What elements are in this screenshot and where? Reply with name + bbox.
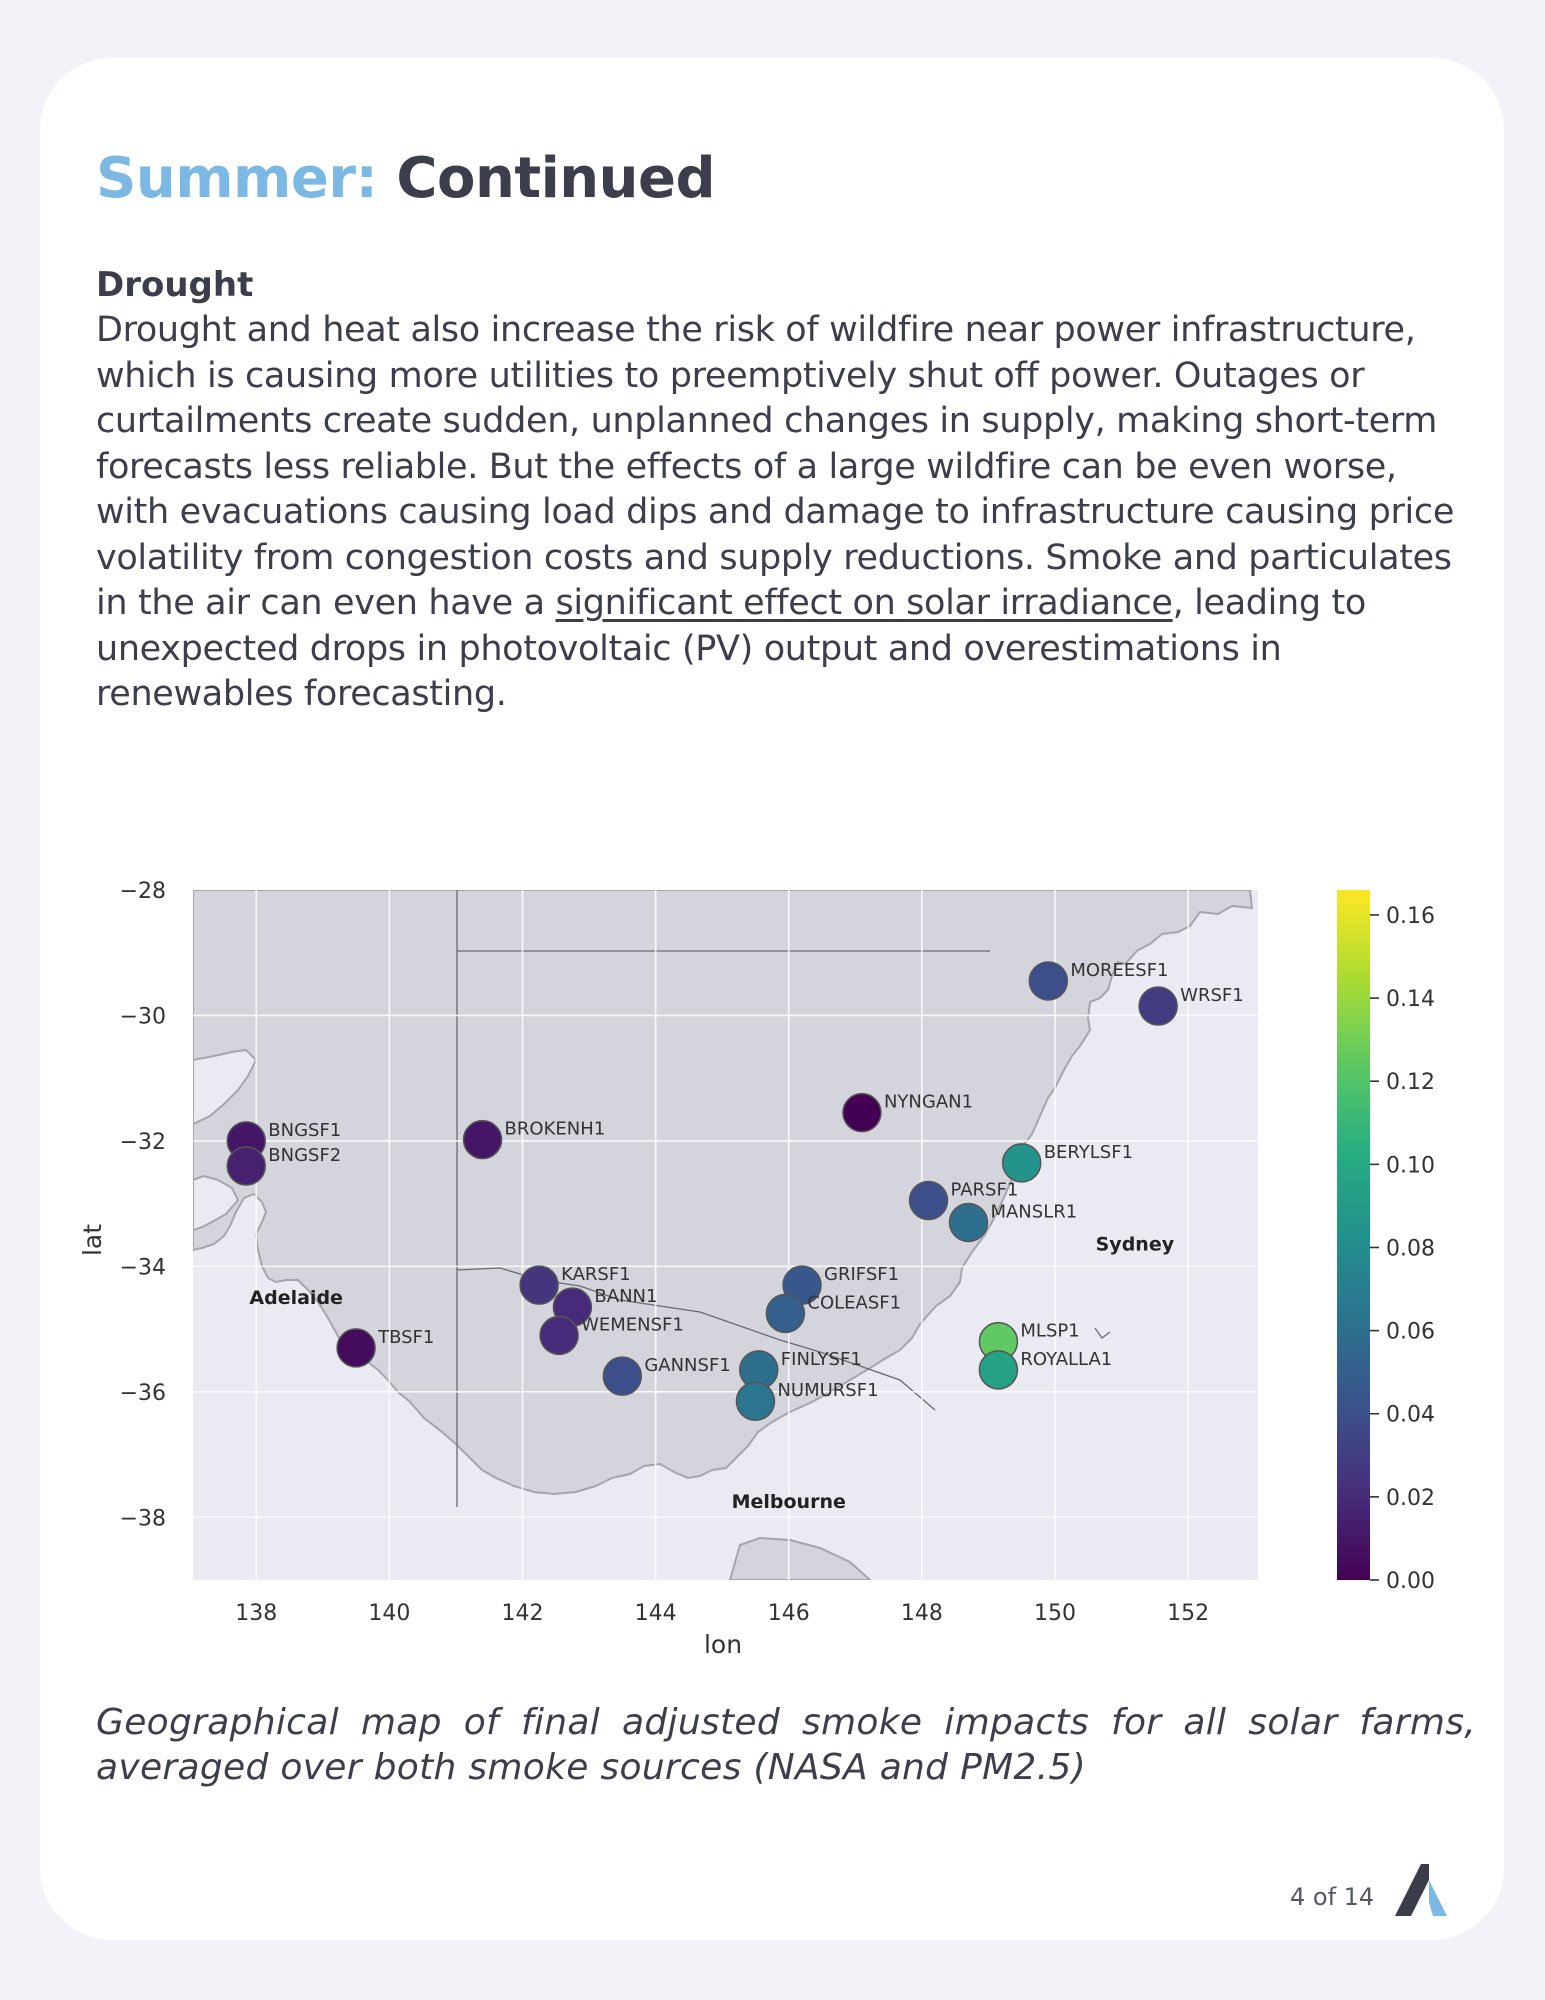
solar-farm-marker[interactable] [765, 1293, 806, 1334]
solar-farm-points: MOREESF1 WRSF1 NYNGAN1 BNGSF1 BNGSF2 BROKENH1… [226, 960, 1244, 1421]
x-tick-label: 146 [768, 1601, 810, 1626]
logo-dark-stroke [1395, 1864, 1429, 1916]
y-tick-label: −38 [120, 1506, 166, 1531]
solar-farm-marker[interactable] [602, 1356, 643, 1396]
spencer-gulf [193, 1048, 258, 1126]
solar-farm-label: NUMURSF1 [777, 1380, 878, 1401]
tasmania [728, 1536, 872, 1580]
solar-farm-marker[interactable] [908, 1180, 949, 1221]
solar-farm-label: MLSP1 [1020, 1321, 1079, 1342]
colorbar-tick-label: 0.14 [1386, 987, 1435, 1012]
x-tick-label: 140 [368, 1601, 410, 1626]
title-main: Continued [396, 146, 716, 211]
x-tick-label: 150 [1034, 1601, 1076, 1626]
brand-logo [1395, 1864, 1447, 1916]
solar-farm-label: MANSLR1 [990, 1201, 1077, 1222]
city-labels: Adelaide Sydney Melbourne [249, 1234, 1174, 1513]
colorbar-tick-label: 0.02 [1386, 1486, 1435, 1511]
solar-farm-label: ROYALLA1 [1020, 1349, 1112, 1370]
solar-farm-label: BANN1 [594, 1286, 657, 1307]
page-number: 4 of 14 [1290, 1883, 1375, 1911]
x-tick-label: 138 [235, 1601, 277, 1626]
solar-farm-label: BROKENH1 [505, 1119, 606, 1140]
solar-farm-marker[interactable] [1028, 961, 1069, 1001]
x-tick-label: 144 [635, 1601, 677, 1626]
solar-farm-label: PARSF1 [951, 1180, 1019, 1201]
solar-farm-label: BNGSF1 [268, 1120, 341, 1141]
colorbar-tick-label: 0.06 [1386, 1320, 1435, 1345]
smoke-impact-map: Adelaide Sydney Melbourne MOREESF1 WRSF1 NYN… [78, 879, 1435, 1659]
gulf-st-vincent [193, 1174, 240, 1232]
x-tick-label: 142 [501, 1601, 543, 1626]
solar-farm-marker[interactable] [539, 1315, 579, 1356]
act-border [1094, 1327, 1111, 1339]
colorbar-tick-label: 0.04 [1386, 1403, 1435, 1428]
page-title: Summer: Continued [96, 146, 716, 211]
solar-farm-marker[interactable] [978, 1350, 1019, 1390]
map-layer [193, 890, 1254, 1580]
solar-farm-label: WRSF1 [1180, 985, 1244, 1006]
solar-irradiance-link[interactable]: significant effect on solar irradiance [555, 583, 1173, 623]
colorbar-tick-label: 0.00 [1386, 1569, 1435, 1594]
solar-farm-label: BNGSF2 [268, 1145, 341, 1166]
solar-farm-marker[interactable] [948, 1202, 989, 1243]
colorbar-ticks: 0.00 0.02 0.04 0.06 0.08 0.10 0.12 0.14 0.16 [1370, 904, 1435, 1594]
solar-farm-marker[interactable] [1001, 1143, 1042, 1183]
solar-farm-label: TBSF1 [377, 1327, 434, 1348]
solar-farm-label: COLEASF1 [807, 1292, 901, 1313]
x-tick-label: 148 [901, 1601, 943, 1626]
solar-farm-label: FINLYSF1 [781, 1349, 862, 1370]
paragraph-text-end: , leading to unexpected drops in photovo… [96, 583, 1366, 714]
solar-farm-marker[interactable] [226, 1146, 266, 1186]
grid-lines [193, 890, 1258, 1580]
y-axis-label: lat [78, 1224, 107, 1256]
city-label: Melbourne [732, 1491, 846, 1513]
solar-farm-label: GRIFSF1 [824, 1264, 899, 1285]
colorbar-tick-label: 0.12 [1386, 1070, 1435, 1095]
solar-farm-label: WEMENSF1 [581, 1314, 684, 1335]
solar-farm-marker[interactable] [462, 1119, 503, 1160]
solar-farm-label: NYNGAN1 [884, 1092, 973, 1113]
colorbar-tick-label: 0.08 [1386, 1236, 1435, 1261]
title-accent: Summer: [96, 146, 378, 211]
x-tick-label: 152 [1167, 1601, 1209, 1626]
solar-farm-marker[interactable] [842, 1092, 882, 1133]
solar-farm-marker[interactable] [1138, 986, 1178, 1026]
solar-farm-marker[interactable] [336, 1328, 376, 1368]
smoke-impact-map-figure: Adelaide Sydney Melbourne MOREESF1 WRSF1 NYN… [78, 879, 1435, 1659]
city-label: Adelaide [249, 1287, 343, 1309]
colorbar-tick-label: 0.10 [1386, 1153, 1435, 1178]
y-tick-label: −30 [120, 1004, 166, 1029]
land-mass [193, 890, 1254, 1496]
logo-light-stroke [1429, 1880, 1447, 1916]
solar-farm-marker[interactable] [735, 1381, 776, 1421]
x-axis-label: lon [704, 1630, 742, 1659]
figure-caption: Geographical map of final adjusted smoke… [96, 1702, 1476, 1788]
solar-farm-label: KARSF1 [561, 1264, 631, 1285]
section-heading: Drought [96, 265, 254, 305]
colorbar [1337, 890, 1370, 1580]
solar-farm-label: MOREESF1 [1070, 960, 1168, 981]
city-label: Sydney [1096, 1234, 1175, 1256]
colorbar-tick-label: 0.16 [1386, 904, 1435, 929]
solar-farm-marker[interactable] [519, 1265, 559, 1305]
y-tick-label: −28 [120, 879, 166, 904]
y-tick-labels: −28 −30 −32 −34 −36 −38 [120, 879, 166, 1531]
y-tick-label: −36 [120, 1381, 166, 1406]
solar-farm-label: GANNSF1 [644, 1355, 730, 1376]
body-paragraph: Drought and heat also increase the risk … [96, 308, 1466, 718]
x-tick-labels: 138 140 142 144 146 148 150 152 [235, 1601, 1209, 1626]
y-tick-label: −34 [120, 1255, 166, 1280]
paragraph-text-start: Drought and heat also increase the risk … [96, 310, 1455, 623]
y-tick-label: −32 [120, 1130, 166, 1155]
solar-farm-label: BERYLSF1 [1044, 1142, 1133, 1163]
